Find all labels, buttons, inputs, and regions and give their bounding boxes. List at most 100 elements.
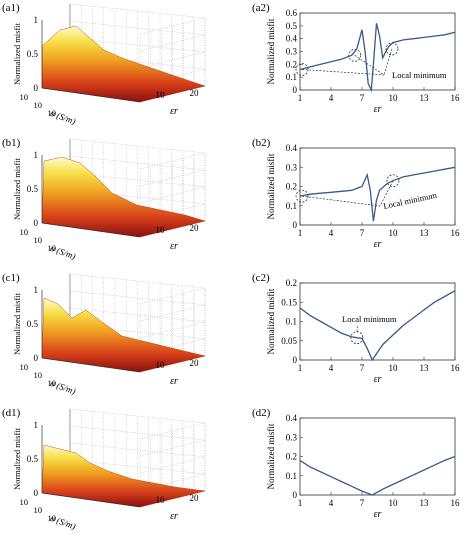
y-tick-label: 0.3: [286, 47, 298, 57]
sigma-tick-label: 10: [34, 370, 43, 380]
sigma-axis-label: σ (S/m): [49, 513, 77, 531]
misfit-line: [299, 455, 456, 496]
x-axis-label: εr: [374, 104, 382, 115]
eps-axis-line: [41, 87, 141, 103]
eps-axis-line: [41, 222, 141, 238]
z-tick-label: 0.5: [27, 319, 39, 329]
eps-axis-line: [41, 492, 141, 508]
x-tick-label: 4: [329, 228, 334, 238]
line-chart-3: (c2) 0 0.05 0.1 0.15 0.2 1 4 7 10 13 16 Normalized m…: [252, 272, 460, 385]
eps-axis-label: εr: [170, 241, 178, 252]
x-axis-label: εr: [374, 239, 382, 250]
local-min-marker: [385, 42, 399, 56]
misfit-surface: [41, 297, 206, 373]
x-tick-label: 7: [360, 93, 365, 103]
eps-tick-label: 10: [156, 495, 166, 505]
z-tick-label: 1: [34, 285, 39, 295]
z-tick-label: 0: [34, 218, 39, 228]
y-axis-label: Normalized misfit: [266, 153, 276, 219]
misfit-line: [299, 290, 456, 362]
x-tick-label: 1: [298, 228, 303, 238]
annotation-leader: [383, 48, 393, 76]
eps-axis-label: εr: [170, 106, 178, 117]
sigma-tick-label: 10: [48, 513, 57, 523]
x-tick-label: 16: [451, 93, 461, 103]
y-axis-label: Normalized misfit: [266, 288, 276, 354]
eps-axis-line: [41, 357, 141, 373]
x-tick-label: 10: [389, 93, 399, 103]
x-tick-label: 13: [420, 498, 430, 508]
annotation-leader: [356, 324, 359, 332]
y-tick-label: 0.15: [281, 297, 297, 307]
annotation-leader: [302, 69, 385, 76]
y-tick-label: 0.3: [286, 432, 298, 442]
sigma-tick-label: 10: [20, 227, 29, 237]
x-tick-label: 4: [329, 363, 334, 373]
y-tick-label: 0.6: [286, 8, 298, 18]
z-tick-label: 0.5: [27, 184, 39, 194]
local-min-marker: [295, 189, 309, 203]
x-tick-label: 10: [389, 363, 399, 373]
panel-tag: (d2): [252, 407, 271, 419]
misfit-line: [299, 166, 456, 222]
panel-tag: (d1): [2, 407, 21, 419]
y-tick-label: 0.2: [286, 59, 297, 69]
sigma-tick-label: 10: [20, 362, 29, 372]
eps-tick-label: 20: [190, 358, 200, 368]
panel-tag: (c2): [252, 272, 270, 284]
misfit-line: [299, 23, 456, 93]
local-min-marker: [386, 174, 400, 188]
y-axis-label: Normalized misfit: [266, 18, 276, 84]
x-axis-label: εr: [374, 374, 382, 385]
line-charts-column: (a2)00.10.20.30.40.50.61 4 7 10 13 16Normaliz…: [252, 2, 460, 520]
x-tick-label: 13: [420, 363, 430, 373]
panel-tag: (a2): [252, 2, 270, 14]
z-tick-label: 0: [34, 83, 39, 93]
plot-frame: [299, 417, 456, 496]
z-tick-label: 1: [34, 420, 39, 430]
z-tick-label: 1: [34, 15, 39, 25]
panel-tag: (c1): [2, 272, 20, 284]
local-min-marker: [295, 63, 309, 76]
annotation-label: Local minimum: [382, 190, 438, 211]
y-tick-label: 0.4: [286, 413, 298, 423]
y-tick-label: 0.2: [286, 278, 297, 288]
y-tick-label: 0.5: [286, 21, 298, 31]
y-tick-label: 0: [293, 220, 298, 230]
sigma-axis-label: σ (S/m): [49, 243, 77, 261]
local-min-marker: [348, 48, 362, 62]
sigma-axis-label: σ (S/m): [49, 378, 77, 396]
x-tick-label: 16: [451, 498, 461, 508]
annotation-leader: [302, 195, 381, 207]
x-axis-label: εr: [374, 509, 382, 520]
line-chart-4: (d2) 0 0.1 0.2 0.3 0.4 1 4 7 10 13 16 Normalized mis…: [252, 407, 460, 520]
sigma-axis-label: σ (S/m): [49, 108, 77, 126]
x-tick-label: 10: [389, 228, 399, 238]
eps-axis-label: εr: [170, 511, 178, 522]
x-tick-label: 4: [329, 93, 334, 103]
z-axis-label: Normalized misfit: [12, 157, 22, 220]
y-tick-label: 0: [293, 355, 298, 365]
eps-tick-label: 10: [156, 225, 166, 235]
z-tick-label: 0.5: [27, 49, 39, 59]
y-tick-label: 0.4: [286, 34, 298, 44]
sigma-tick-label: 10: [20, 92, 29, 102]
sigma-tick-label: 10: [34, 505, 43, 515]
annotation-label: Local minimum: [342, 314, 397, 324]
misfit-surface: [41, 444, 206, 508]
y-tick-label: 0.1: [286, 201, 297, 211]
line-chart-1: (a2) 0 0.1 0.2 0.3 0.4 0.5 0.6 1 4 7 10 13 16 Normaliz…: [252, 2, 460, 115]
x-tick-label: 16: [451, 363, 461, 373]
misfit-surface: [41, 156, 206, 238]
sigma-tick-label: 10: [34, 235, 43, 245]
z-tick-label: 0.5: [27, 454, 39, 464]
y-tick-label: 0.1: [286, 471, 297, 481]
z-tick-label: 1: [34, 150, 39, 160]
x-tick-label: 1: [298, 93, 303, 103]
